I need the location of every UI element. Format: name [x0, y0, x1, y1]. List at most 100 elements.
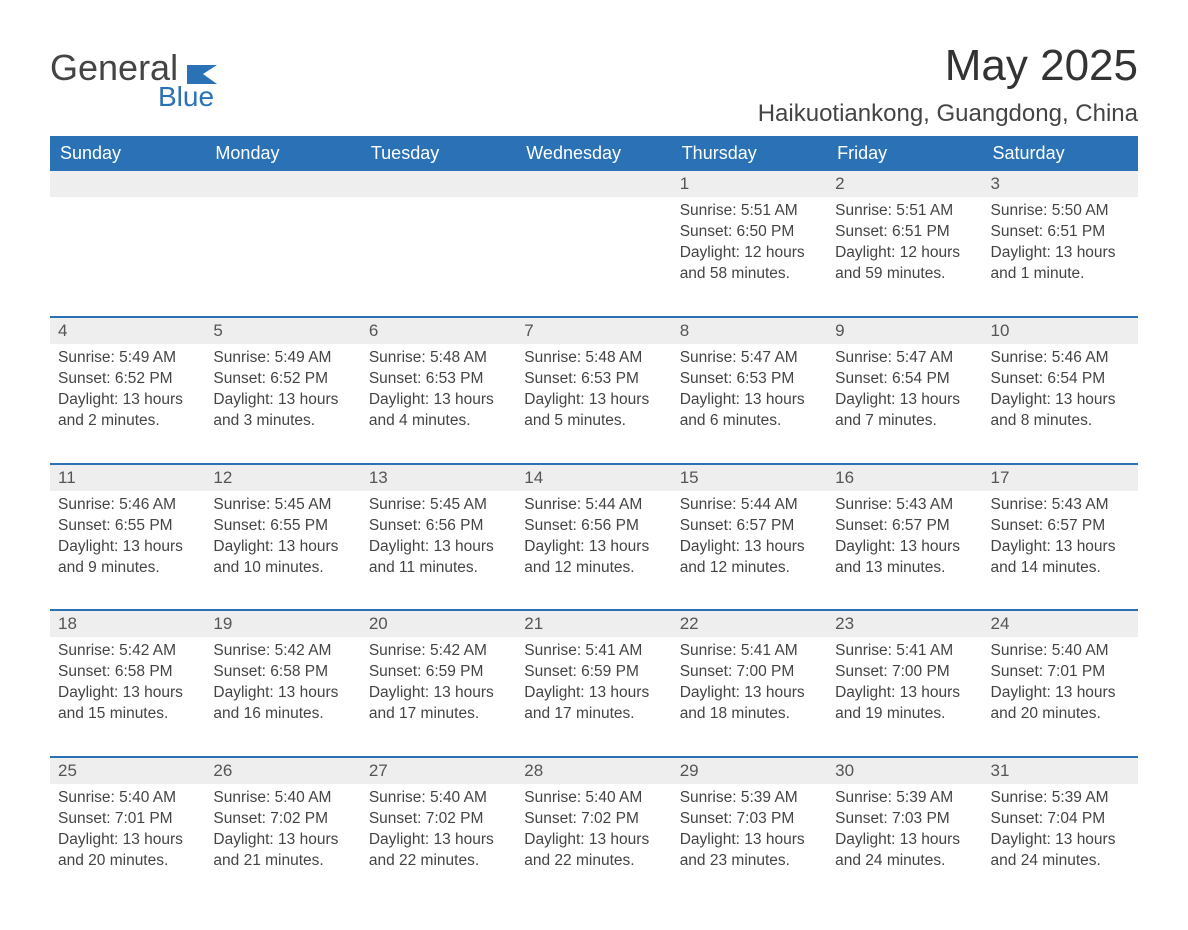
calendar-cell: 30Sunrise: 5:39 AMSunset: 7:03 PMDayligh…	[827, 757, 982, 890]
sunrise-line: Sunrise: 5:46 AM	[58, 495, 197, 516]
calendar-cell: 1Sunrise: 5:51 AMSunset: 6:50 PMDaylight…	[672, 171, 827, 303]
sunrise-line: Sunrise: 5:47 AM	[680, 348, 819, 369]
sunrise-line: Sunrise: 5:46 AM	[991, 348, 1130, 369]
day-data: Sunrise: 5:43 AMSunset: 6:57 PMDaylight:…	[983, 491, 1138, 597]
day-number: 12	[205, 465, 360, 491]
day-data: Sunrise: 5:48 AMSunset: 6:53 PMDaylight:…	[516, 344, 671, 450]
sunset-line: Sunset: 6:53 PM	[524, 369, 663, 390]
day-data: Sunrise: 5:40 AMSunset: 7:01 PMDaylight:…	[983, 637, 1138, 743]
day-number	[516, 171, 671, 197]
sunset-line: Sunset: 6:51 PM	[991, 222, 1130, 243]
day-number	[205, 171, 360, 197]
day-number: 7	[516, 318, 671, 344]
calendar-cell: 10 Sunrise: 5:46 AMSunset: 6:54 PMDayligh…	[983, 317, 1138, 450]
day-data: Sunrise: 5:39 AMSunset: 7:03 PMDaylight:…	[827, 784, 982, 890]
sunrise-line: Sunrise: 5:43 AM	[835, 495, 974, 516]
calendar-cell: 25Sunrise: 5:40 AMSunset: 7:01 PMDayligh…	[50, 757, 205, 890]
sunset-line: Sunset: 7:02 PM	[213, 809, 352, 830]
calendar-cell: 17Sunrise: 5:43 AMSunset: 6:57 PMDayligh…	[983, 464, 1138, 597]
daylight-line: Daylight: 13 hours and 3 minutes.	[213, 390, 352, 432]
sunrise-line: Sunrise: 5:43 AM	[991, 495, 1130, 516]
calendar-header-row: SundayMondayTuesdayWednesdayThursdayFrid…	[50, 136, 1138, 171]
sunrise-line: Sunrise: 5:39 AM	[835, 788, 974, 809]
weekday-header: Sunday	[50, 136, 205, 171]
calendar-body: 1Sunrise: 5:51 AMSunset: 6:50 PMDaylight…	[50, 171, 1138, 889]
sunset-line: Sunset: 7:02 PM	[369, 809, 508, 830]
daylight-line: Daylight: 13 hours and 7 minutes.	[835, 390, 974, 432]
day-number: 8	[672, 318, 827, 344]
calendar-cell: 31Sunrise: 5:39 AMSunset: 7:04 PMDayligh…	[983, 757, 1138, 890]
day-data: Sunrise: 5:46 AMSunset: 6:55 PMDaylight:…	[50, 491, 205, 597]
day-number: 15	[672, 465, 827, 491]
day-data: Sunrise: 5:42 AMSunset: 6:58 PMDaylight:…	[50, 637, 205, 743]
sunrise-line: Sunrise: 5:45 AM	[213, 495, 352, 516]
calendar-cell: 18Sunrise: 5:42 AMSunset: 6:58 PMDayligh…	[50, 610, 205, 743]
sunrise-line: Sunrise: 5:42 AM	[369, 641, 508, 662]
daylight-line: Daylight: 12 hours and 59 minutes.	[835, 243, 974, 285]
sunrise-line: Sunrise: 5:42 AM	[213, 641, 352, 662]
title-block: May 2025 Haikuotiankong, Guangdong, Chin…	[758, 42, 1138, 128]
weekday-header: Saturday	[983, 136, 1138, 171]
day-data: Sunrise: 5:40 AMSunset: 7:02 PMDaylight:…	[516, 784, 671, 890]
sunrise-line: Sunrise: 5:48 AM	[369, 348, 508, 369]
week-spacer	[50, 450, 1138, 464]
weekday-header: Monday	[205, 136, 360, 171]
day-number: 20	[361, 611, 516, 637]
logo-text-blue: Blue	[158, 83, 221, 111]
day-number: 5	[205, 318, 360, 344]
sunrise-line: Sunrise: 5:40 AM	[524, 788, 663, 809]
daylight-line: Daylight: 13 hours and 5 minutes.	[524, 390, 663, 432]
day-data: Sunrise: 5:39 AMSunset: 7:04 PMDaylight:…	[983, 784, 1138, 890]
sunrise-line: Sunrise: 5:39 AM	[680, 788, 819, 809]
day-number: 14	[516, 465, 671, 491]
day-data: Sunrise: 5:48 AMSunset: 6:53 PMDaylight:…	[361, 344, 516, 450]
day-number: 23	[827, 611, 982, 637]
day-number: 21	[516, 611, 671, 637]
day-data: Sunrise: 5:39 AMSunset: 7:03 PMDaylight:…	[672, 784, 827, 890]
day-number: 4	[50, 318, 205, 344]
calendar-week: 4Sunrise: 5:49 AMSunset: 6:52 PMDaylight…	[50, 317, 1138, 450]
calendar-cell: 29Sunrise: 5:39 AMSunset: 7:03 PMDayligh…	[672, 757, 827, 890]
daylight-line: Daylight: 13 hours and 9 minutes.	[58, 537, 197, 579]
calendar-cell: 22Sunrise: 5:41 AMSunset: 7:00 PMDayligh…	[672, 610, 827, 743]
sunset-line: Sunset: 6:54 PM	[991, 369, 1130, 390]
day-number	[50, 171, 205, 197]
sunset-line: Sunset: 7:00 PM	[680, 662, 819, 683]
calendar-cell	[516, 171, 671, 303]
spacer-cell	[50, 596, 1138, 610]
day-number: 9	[827, 318, 982, 344]
sunrise-line: Sunrise: 5:40 AM	[213, 788, 352, 809]
day-number: 3	[983, 171, 1138, 197]
spacer-cell	[50, 450, 1138, 464]
calendar-cell: 23Sunrise: 5:41 AMSunset: 7:00 PMDayligh…	[827, 610, 982, 743]
day-number: 19	[205, 611, 360, 637]
day-data: Sunrise: 5:45 AMSunset: 6:55 PMDaylight:…	[205, 491, 360, 597]
daylight-line: Daylight: 13 hours and 17 minutes.	[369, 683, 508, 725]
calendar-cell	[205, 171, 360, 303]
daylight-line: Daylight: 13 hours and 2 minutes.	[58, 390, 197, 432]
daylight-line: Daylight: 13 hours and 18 minutes.	[680, 683, 819, 725]
calendar-cell: 2Sunrise: 5:51 AMSunset: 6:51 PMDaylight…	[827, 171, 982, 303]
day-number: 10	[983, 318, 1138, 344]
sunrise-line: Sunrise: 5:49 AM	[213, 348, 352, 369]
calendar-cell: 11Sunrise: 5:46 AMSunset: 6:55 PMDayligh…	[50, 464, 205, 597]
day-data: Sunrise: 5:40 AMSunset: 7:02 PMDaylight:…	[361, 784, 516, 890]
sunrise-line: Sunrise: 5:41 AM	[835, 641, 974, 662]
weekday-header: Friday	[827, 136, 982, 171]
day-number: 13	[361, 465, 516, 491]
daylight-line: Daylight: 13 hours and 14 minutes.	[991, 537, 1130, 579]
weekday-header: Tuesday	[361, 136, 516, 171]
day-data: Sunrise: 5:40 AMSunset: 7:02 PMDaylight:…	[205, 784, 360, 890]
sunset-line: Sunset: 7:01 PM	[991, 662, 1130, 683]
day-data: Sunrise: 5:45 AMSunset: 6:56 PMDaylight:…	[361, 491, 516, 597]
day-data: Sunrise: 5:47 AMSunset: 6:53 PMDaylight:…	[672, 344, 827, 450]
daylight-line: Daylight: 13 hours and 8 minutes.	[991, 390, 1130, 432]
day-number: 29	[672, 758, 827, 784]
day-number: 22	[672, 611, 827, 637]
day-data: Sunrise: 5:42 AMSunset: 6:58 PMDaylight:…	[205, 637, 360, 743]
day-data: Sunrise: 5:43 AMSunset: 6:57 PMDaylight:…	[827, 491, 982, 597]
calendar-cell: 6Sunrise: 5:48 AMSunset: 6:53 PMDaylight…	[361, 317, 516, 450]
sunset-line: Sunset: 6:59 PM	[524, 662, 663, 683]
calendar-cell	[50, 171, 205, 303]
location: Haikuotiankong, Guangdong, China	[758, 100, 1138, 128]
